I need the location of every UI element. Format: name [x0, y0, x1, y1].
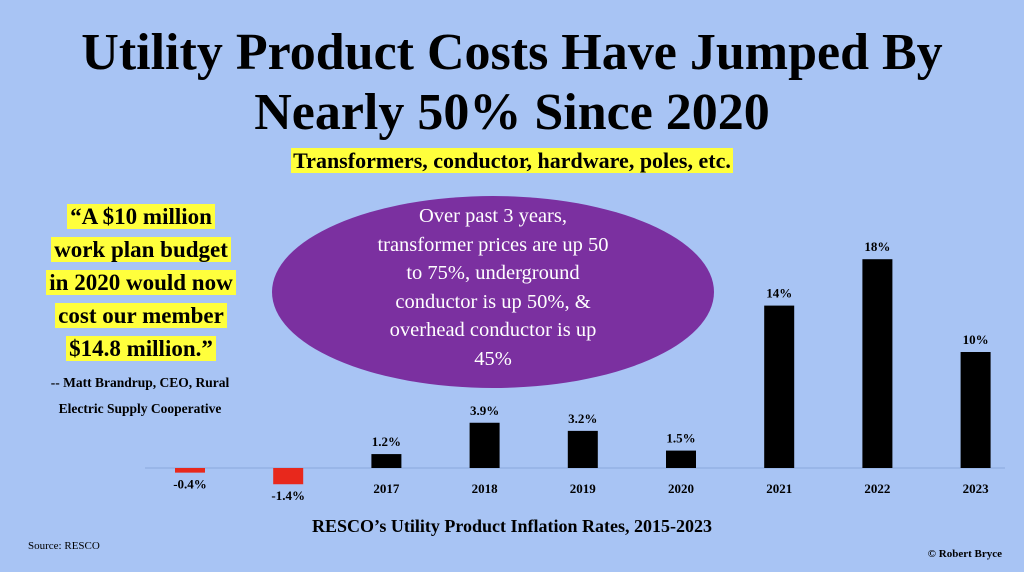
quote-line: “A $10 million — [67, 204, 215, 229]
x-tick-label: 2019 — [570, 481, 597, 496]
callout-line: conductor is up 50%, & — [395, 290, 591, 313]
chart-title-line-2: Nearly 50% Since 2020 — [254, 84, 770, 141]
callout-line: transformer prices are up 50 — [377, 233, 609, 256]
bar-2020 — [666, 450, 696, 468]
attribution-line: -- Matt Brandrup, CEO, Rural — [50, 375, 230, 390]
attribution-line: Electric Supply Cooperative — [58, 401, 222, 416]
x-tick-label: 2018 — [472, 481, 499, 496]
quote-line: $14.8 million.” — [66, 336, 216, 361]
x-tick-label: 2023 — [963, 481, 990, 496]
callout-text: Over past 3 years, transformer prices ar… — [300, 202, 686, 373]
x-axis-caption: RESCO’s Utility Product Inflation Rates,… — [312, 516, 712, 536]
data-label: 1.2% — [372, 434, 401, 449]
bar-2021 — [764, 305, 795, 468]
data-label: -1.4% — [271, 488, 305, 503]
bar-neg-0 — [175, 468, 205, 473]
bar-2022 — [862, 259, 893, 468]
data-label: 18% — [864, 239, 890, 254]
data-label: 3.9% — [470, 403, 499, 418]
chart-title-line-1: Utility Product Costs Have Jumped By — [81, 24, 943, 81]
callout-line: Over past 3 years, — [418, 205, 567, 227]
bar-2019 — [567, 430, 598, 468]
data-label: 14% — [766, 286, 792, 301]
callout-ellipse — [272, 196, 714, 388]
quote-line: work plan budget — [51, 237, 231, 262]
x-tick-label: 2017 — [373, 481, 400, 496]
x-tick-label: 2021 — [766, 481, 792, 496]
quote-block: “A $10 million work plan budget in 2020 … — [18, 200, 264, 365]
x-tick-label: 2020 — [668, 481, 694, 496]
data-label: 1.5% — [666, 431, 695, 446]
data-label: 10% — [963, 332, 989, 347]
subtitle-text: Transformers, conductor, hardware, poles… — [291, 148, 733, 173]
data-label: 3.2% — [568, 411, 597, 426]
data-label: -0.4% — [173, 477, 207, 492]
subtitle: Transformers, conductor, hardware, poles… — [0, 148, 1024, 174]
bar-neg-1 — [273, 468, 304, 485]
copyright-note: © Robert Bryce — [927, 548, 1002, 560]
bar-2018 — [469, 422, 500, 468]
source-note: Source: RESCO — [28, 540, 100, 552]
x-tick-label: 2022 — [864, 481, 890, 496]
quote-attribution: -- Matt Brandrup, CEO, Rural Electric Su… — [20, 370, 260, 422]
bar-2023 — [960, 352, 991, 468]
bar-2017 — [371, 454, 402, 468]
quote-line: cost our member — [55, 303, 227, 328]
quote-line: in 2020 would now — [46, 270, 236, 295]
callout-line: to 75%, underground — [406, 262, 580, 284]
callout-line: overhead conductor is up — [389, 319, 597, 341]
callout-line: 45% — [474, 347, 512, 370]
